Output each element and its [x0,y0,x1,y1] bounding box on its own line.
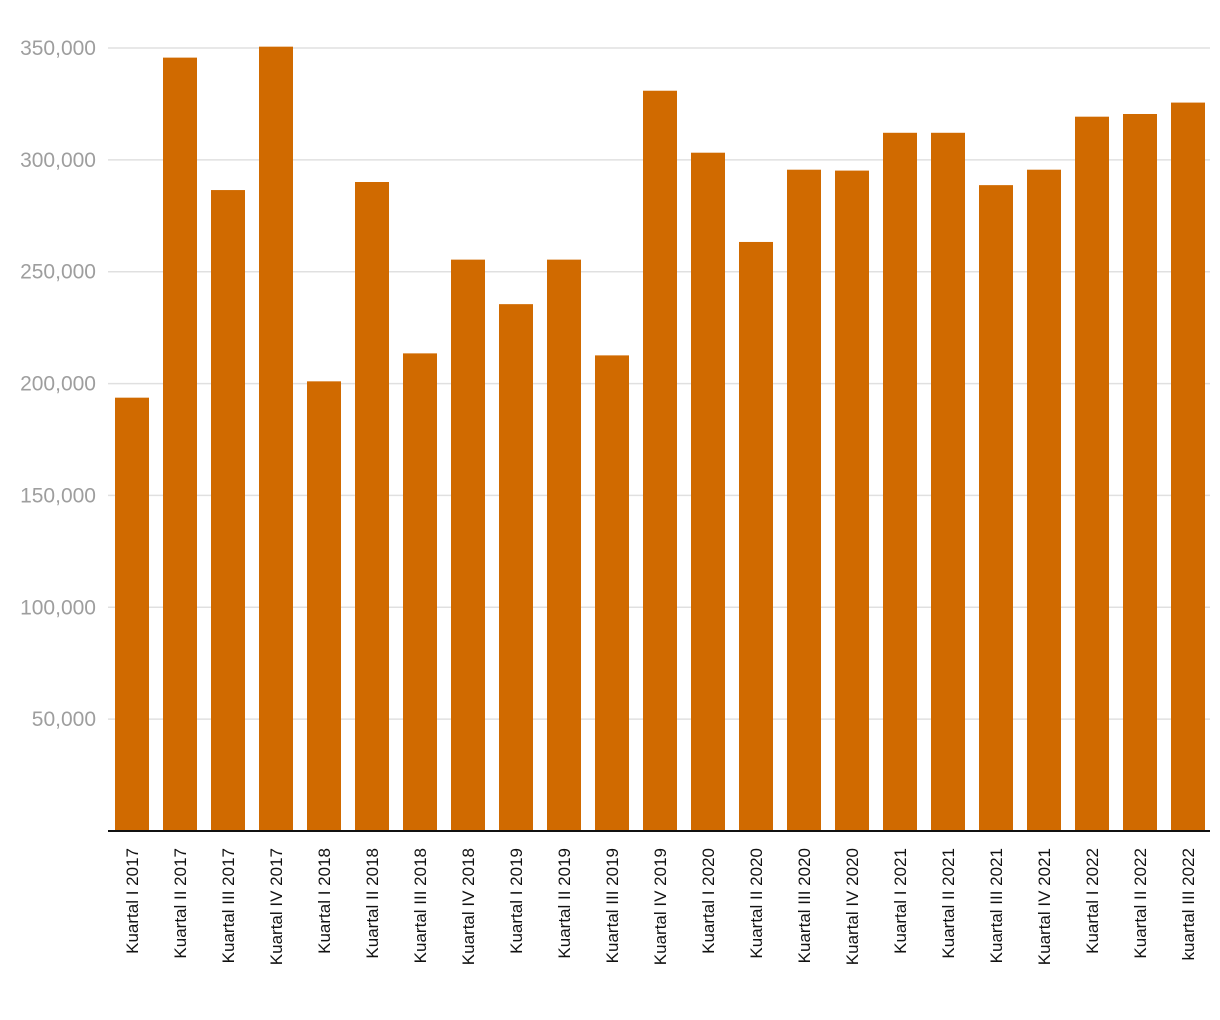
bar [595,355,629,831]
x-tick-label: kuartal III 2022 [1179,848,1198,960]
x-tick-label: Kuartal II 2020 [747,848,766,959]
bar [115,397,149,831]
bar [547,259,581,831]
bar [931,132,965,831]
x-tick-label: Kuartal III 2019 [603,848,622,963]
y-axis-tick-labels: 50,000 100,000 150,000 200,000 250,000 300,00… [20,37,96,731]
x-tick-label: Kuartal I 2017 [123,848,142,954]
x-tick-label: Kuartal IV 2021 [1035,848,1054,965]
x-tick-label: Kuartal I 2019 [507,848,526,954]
x-tick-label: Kuartal I 2021 [891,848,910,954]
x-tick-label: Kuartal III 2020 [795,848,814,963]
bar [1171,102,1205,831]
x-tick-label: Kuartal III 2021 [987,848,1006,963]
y-tick-label: 100,000 [20,596,96,619]
y-tick-label: 250,000 [20,261,96,284]
bar [787,169,821,832]
x-tick-label: Kuartal IV 2020 [843,848,862,965]
bar [1027,169,1061,832]
y-tick-label: 200,000 [20,373,96,396]
bar [163,57,197,832]
bar [691,152,725,831]
x-tick-label: Kuartal III 2018 [411,848,430,963]
x-tick-label: Kuartal I 2018 [315,848,334,954]
bar [883,132,917,831]
y-tick-label: 350,000 [20,37,96,60]
x-tick-label: Kuartal II 2019 [555,848,574,959]
bar [835,170,869,831]
x-tick-label: Kuartal II 2017 [171,848,190,959]
bar [1123,113,1157,831]
bar [451,259,485,831]
x-tick-label: Kuartal IV 2018 [459,848,478,965]
y-tick-label: 150,000 [20,484,96,507]
bar [979,185,1013,832]
x-tick-label: Kuartal I 2022 [1083,848,1102,954]
x-tick-label: Kuartal II 2022 [1131,848,1150,959]
bar [355,182,389,831]
bar [307,381,341,831]
bar [1075,116,1109,831]
x-tick-label: Kuartal III 2017 [219,848,238,963]
x-tick-label: Kuartal II 2018 [363,848,382,959]
bar [259,46,293,831]
x-tick-label: Kuartal IV 2017 [267,848,286,965]
bars [115,46,1205,832]
bar [211,190,245,831]
x-tick-label: Kuartal I 2020 [699,848,718,954]
y-tick-label: 50,000 [32,708,96,731]
y-tick-label: 300,000 [20,149,96,172]
x-axis-tick-labels: Kuartal I 2017 Kuartal II 2017 Kuartal III… [123,848,1198,965]
bar [643,90,677,831]
x-tick-label: Kuartal II 2021 [939,848,958,959]
bar [739,241,773,832]
x-tick-label: Kuartal IV 2019 [651,848,670,965]
bar [499,304,533,832]
bar [403,353,437,831]
